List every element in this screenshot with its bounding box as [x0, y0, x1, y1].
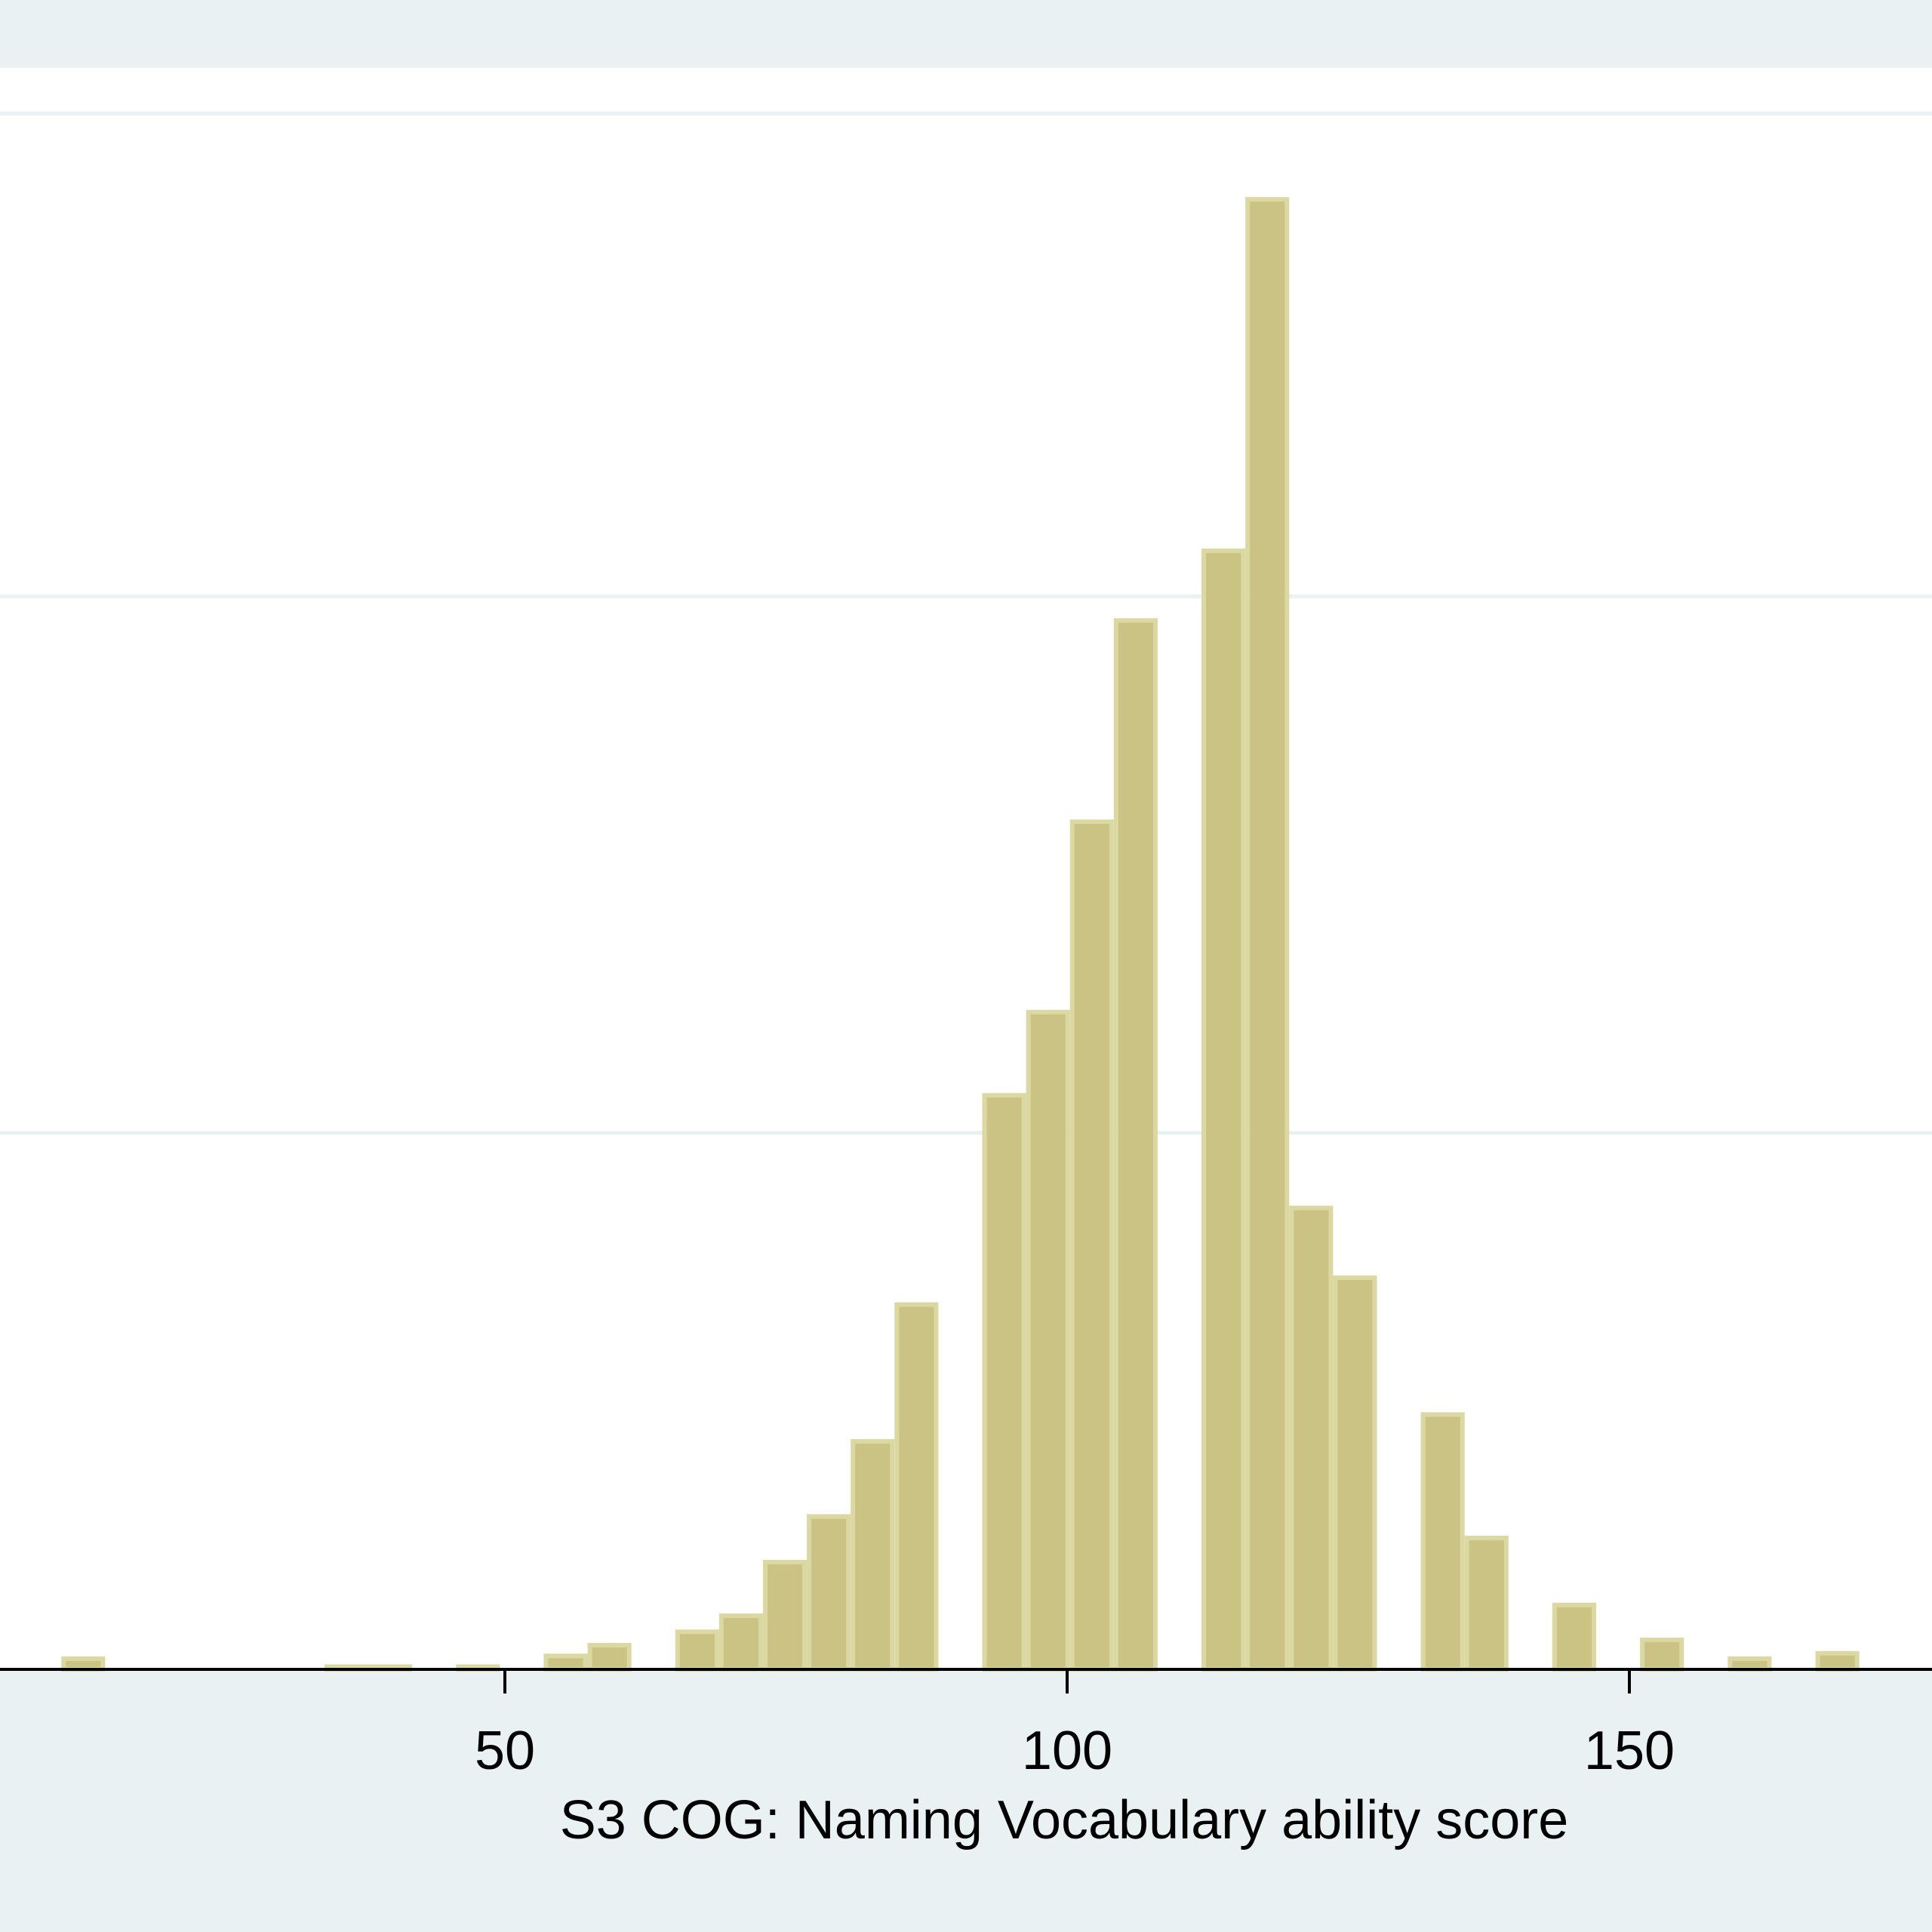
histogram-bar: [1201, 548, 1246, 1672]
histogram-bar: [587, 1643, 632, 1672]
histogram-bar: [851, 1438, 895, 1672]
histogram-bar: [1113, 618, 1158, 1672]
histogram-bar: [1815, 1651, 1860, 1672]
x-tick-label: 150: [1584, 1721, 1675, 1781]
histogram-bar: [1333, 1275, 1377, 1672]
histogram-bar: [1245, 197, 1290, 1672]
histogram-bar: [61, 1656, 106, 1672]
histogram-bar: [675, 1629, 719, 1672]
histogram-bar: [1069, 819, 1114, 1672]
histogram-bar: [1420, 1412, 1465, 1672]
x-axis-title: S3 COG: Naming Vocabulary ability score: [560, 1790, 1569, 1850]
histogram-bar: [718, 1613, 763, 1672]
x-axis-ticks: 50 100 150: [475, 1669, 1675, 1781]
histogram-bar: [982, 1093, 1026, 1672]
histogram-bar: [807, 1514, 851, 1672]
histogram-bar: [762, 1559, 808, 1672]
histogram-bar: [1552, 1602, 1597, 1672]
plot-area: [0, 68, 1932, 1669]
histogram-bar: [1727, 1656, 1772, 1672]
histogram-bar: [1026, 1010, 1070, 1672]
histogram-bar: [1289, 1205, 1334, 1672]
gridlines: [0, 111, 1932, 1135]
x-tick-label: 50: [475, 1721, 535, 1781]
histogram-bar: [543, 1654, 588, 1672]
x-tick-label: 100: [1022, 1721, 1112, 1781]
histogram-bar: [894, 1302, 939, 1672]
histogram-bar: [1464, 1535, 1509, 1672]
histogram-bar: [1640, 1637, 1684, 1672]
